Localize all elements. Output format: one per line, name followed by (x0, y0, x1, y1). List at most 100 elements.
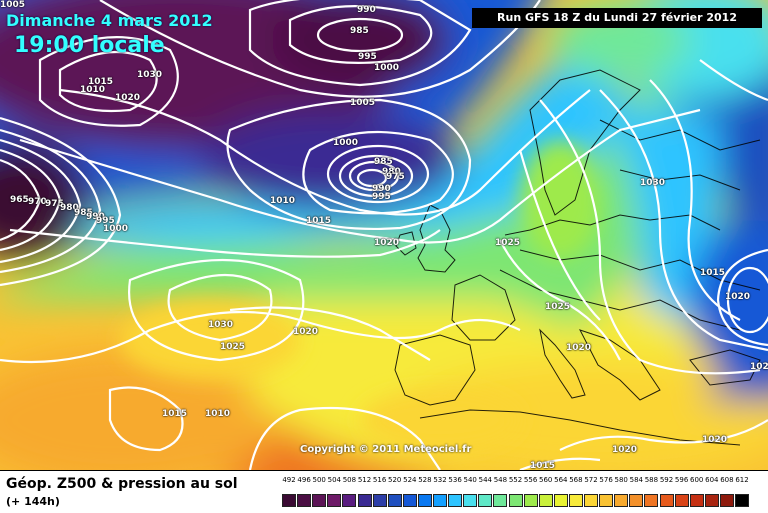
isobar-label: 990 (372, 184, 391, 194)
forecast-time: 19:00 locale (14, 33, 165, 58)
legend-value: 492 (282, 476, 296, 484)
isobar-label: 1000 (374, 63, 400, 73)
isobar-label: 1030 (137, 70, 163, 80)
isobar-label: 1025 (495, 238, 521, 248)
legend-swatch (327, 494, 342, 507)
legend-value: 568 (569, 476, 583, 484)
forecast-offset: (+ 144h) (6, 495, 60, 508)
isobar-label: 1020 (115, 93, 141, 103)
legend-value: 596 (674, 476, 689, 484)
legend-swatch (659, 494, 674, 507)
isobar-label: 980 (60, 203, 79, 213)
map-title: Géop. Z500 & pression au sol (6, 476, 238, 492)
legend-swatch (599, 494, 614, 507)
legend-value: 588 (644, 476, 659, 484)
legend-swatch (312, 494, 327, 507)
legend-swatch (402, 494, 417, 507)
legend-value: 520 (388, 476, 402, 484)
legend-value: 612 (735, 476, 749, 484)
isobar-label: 965 (10, 195, 29, 205)
isobars (0, 0, 768, 472)
legend-value: 532 (433, 476, 447, 484)
isobar-label: 985 (350, 26, 369, 36)
color-legend: 492 496 500 504 508 512 516 520 524 528 532 536 540 5… (281, 476, 751, 508)
legend-swatch (735, 494, 750, 507)
legend-swatch (614, 494, 629, 507)
isobar-label: 1020 (702, 435, 728, 445)
isobar-label: 1020 (725, 292, 751, 302)
legend-value: 496 (297, 476, 311, 484)
isobar-label: 1020 (374, 238, 400, 248)
legend-value: 536 (448, 476, 462, 484)
isobar-label: 1015 (306, 216, 332, 226)
run-banner: Run GFS 18 Z du Lundi 27 février 2012 (472, 8, 762, 28)
isobar-label: 1020 (612, 445, 638, 455)
footer-bar: Géop. Z500 & pression au sol (+ 144h) 49… (0, 470, 768, 513)
isobar-label: 1020 (750, 362, 768, 372)
legend-value: 564 (554, 476, 568, 484)
isobar-label: 995 (372, 192, 391, 202)
isobar-label: 1005 (0, 0, 26, 10)
isobar-label: 1015 (700, 268, 726, 278)
forecast-date: Dimanche 4 mars 2012 (6, 11, 213, 30)
isobar-label: 975 (386, 172, 405, 182)
legend-value: 576 (599, 476, 613, 484)
legend-swatch (357, 494, 372, 507)
legend-value: 552 (508, 476, 523, 484)
isobar-label: 995 (96, 216, 115, 226)
isobar-label: 1000 (103, 224, 129, 234)
legend-swatch (538, 494, 553, 507)
legend-swatch (372, 494, 387, 507)
legend-value: 600 (690, 476, 704, 484)
isobar-label: 1000 (333, 138, 359, 148)
legend-value: 592 (659, 476, 674, 484)
legend-swatch (417, 494, 432, 507)
isobar-label: 1005 (350, 98, 376, 108)
isobar-label: 995 (358, 52, 377, 62)
isobar-label: 1015 (162, 409, 188, 419)
legend-value: 512 (357, 476, 372, 484)
legend-swatch (282, 494, 297, 507)
isobar-label: 1030 (208, 320, 234, 330)
legend-value: 516 (372, 476, 387, 484)
isobar-label: 1015 (530, 461, 556, 471)
isobar-label: 1020 (293, 327, 319, 337)
legend-value: 500 (312, 476, 326, 484)
legend-swatch (584, 494, 599, 507)
legend-value: 540 (463, 476, 477, 484)
legend-value: 504 (327, 476, 341, 484)
legend-value: 528 (418, 476, 432, 484)
isobar-label: 970 (28, 197, 47, 207)
isobar-label: 985 (374, 157, 393, 167)
legend-swatch (689, 494, 704, 507)
legend-swatch (493, 494, 508, 507)
legend-swatch (508, 494, 523, 507)
legend-swatch (297, 494, 312, 507)
legend-swatch (644, 494, 659, 507)
isobar-label: 990 (357, 5, 376, 15)
isobar-label: 1010 (205, 409, 231, 419)
legend-value: 556 (523, 476, 538, 484)
isobar-label: 985 (74, 208, 93, 218)
legend-swatch (478, 494, 493, 507)
legend-swatch (719, 494, 734, 507)
legend-swatch (568, 494, 583, 507)
legend-swatch (433, 494, 448, 507)
legend-swatch (448, 494, 463, 507)
legend-swatch (387, 494, 402, 507)
legend-value: 604 (705, 476, 719, 484)
legend-swatch (342, 494, 357, 507)
legend-value: 544 (478, 476, 492, 484)
legend-value: 524 (403, 476, 417, 484)
isobar-label: 975 (45, 199, 64, 209)
legend-value: 572 (584, 476, 598, 484)
legend-swatch (704, 494, 719, 507)
legend-value: 584 (629, 476, 643, 484)
legend-swatch (674, 494, 689, 507)
legend-swatch (463, 494, 478, 507)
isobar-label: 1020 (566, 343, 592, 353)
isobar-label: 1030 (640, 178, 666, 188)
isobar-label: 1025 (220, 342, 246, 352)
legend-swatch (629, 494, 644, 507)
